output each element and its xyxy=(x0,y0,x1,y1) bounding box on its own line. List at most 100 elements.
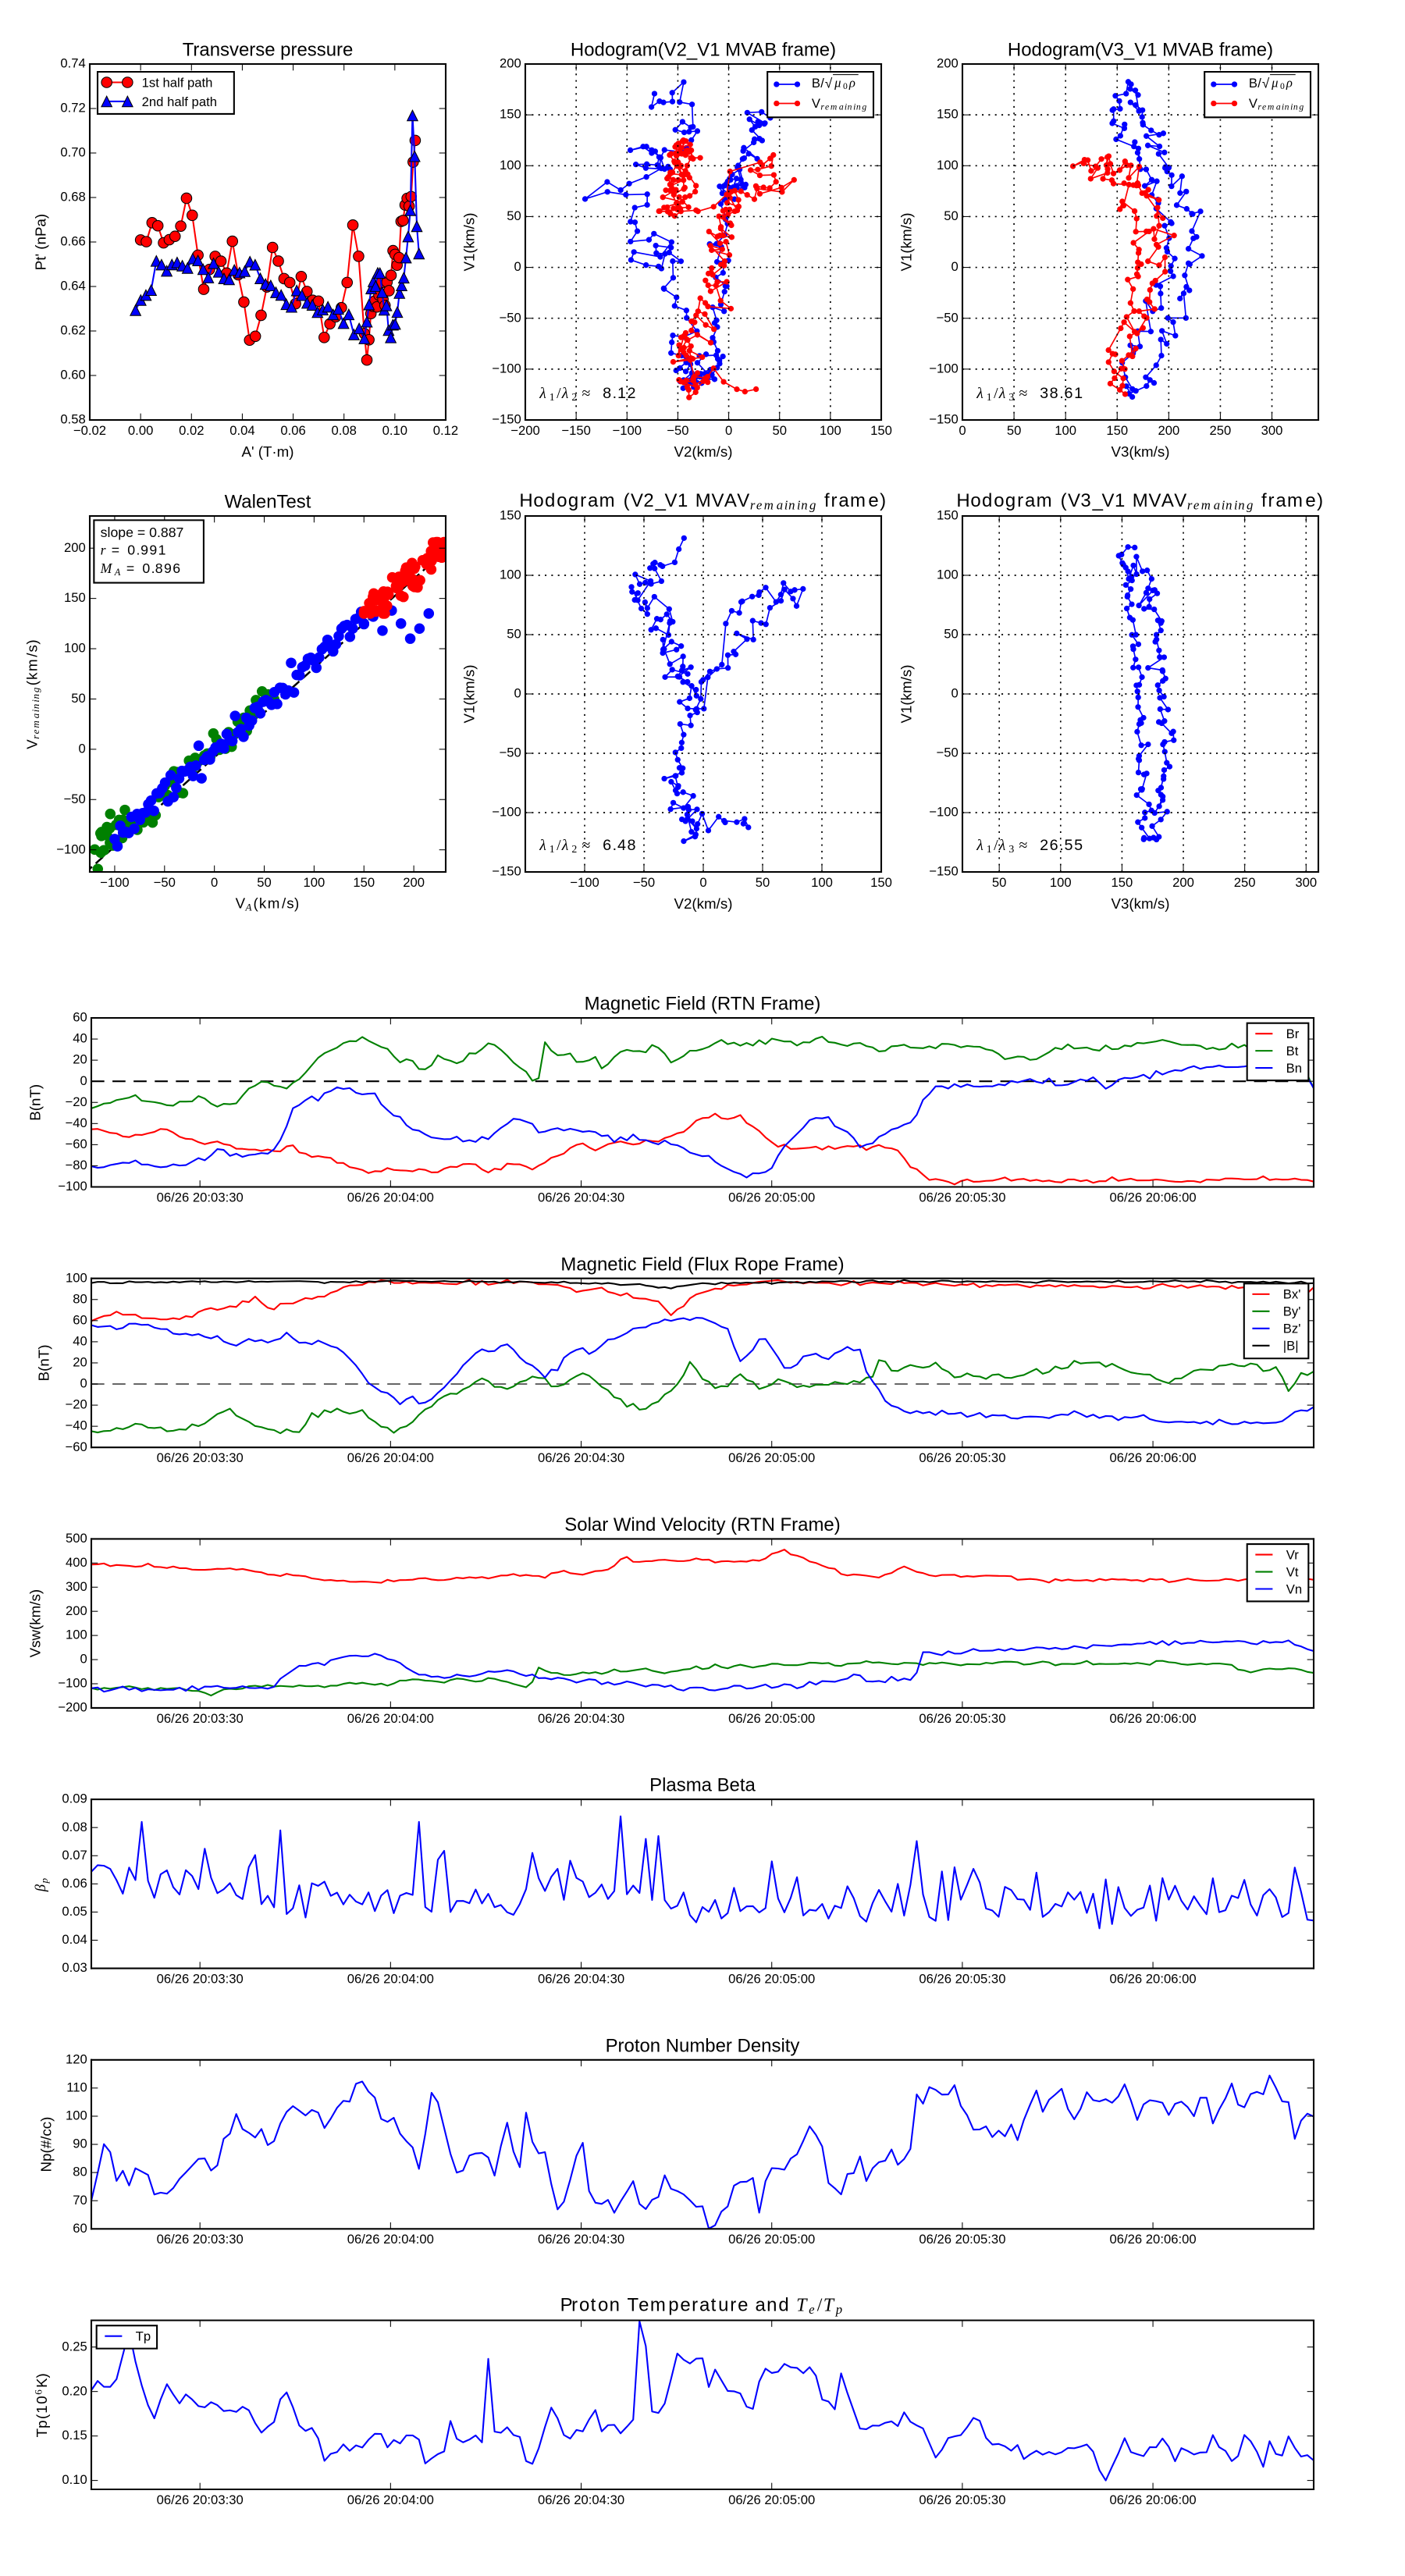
svg-text:60: 60 xyxy=(73,2221,87,2236)
svg-text:0: 0 xyxy=(80,1652,87,1667)
svg-text:V ( k m: V ( k m / s ) r e m a i n i n g xyxy=(14,632,45,749)
svg-text:0.04: 0.04 xyxy=(62,1932,87,1947)
svg-text:100: 100 xyxy=(66,1270,87,1285)
svg-text:06/26 20:05:00: 06/26 20:05:00 xyxy=(728,2492,815,2507)
svg-text:250: 250 xyxy=(1234,875,1256,890)
svg-text:06/26 20:05:30: 06/26 20:05:30 xyxy=(919,1711,1005,1726)
svg-text:300: 300 xyxy=(1295,875,1317,890)
svg-text:−150: −150 xyxy=(929,864,959,879)
svg-text:200: 200 xyxy=(937,56,959,71)
svg-text:200: 200 xyxy=(500,56,521,71)
svg-text:B / √ μ: B / √ μ ρ 0 xyxy=(1249,64,1300,94)
svg-text:V2(km/s): V2(km/s) xyxy=(674,443,733,460)
svg-text:By': By' xyxy=(1283,1304,1301,1319)
svg-text:0.64: 0.64 xyxy=(60,279,85,294)
svg-text:−150: −150 xyxy=(929,412,959,427)
svg-text:0: 0 xyxy=(211,875,218,890)
svg-text:Vn: Vn xyxy=(1286,1582,1302,1596)
svg-text:H o d o: H o d o g r a m ( V 2 _ V 1 M V A V f r … xyxy=(519,484,893,516)
svg-text:06/26 20:05:00: 06/26 20:05:00 xyxy=(728,1972,815,1987)
svg-text:0: 0 xyxy=(514,259,521,274)
svg-text:−200: −200 xyxy=(58,1699,87,1714)
svg-text:0: 0 xyxy=(699,875,706,890)
svg-text:200: 200 xyxy=(66,1603,87,1618)
svg-text:100: 100 xyxy=(937,568,959,582)
svg-text:−100: −100 xyxy=(492,361,521,375)
svg-text:−80: −80 xyxy=(66,1158,87,1172)
svg-text:150: 150 xyxy=(500,107,521,122)
svg-text:60: 60 xyxy=(73,1010,87,1025)
svg-text:Proton Number Density: Proton Number Density xyxy=(606,2035,800,2056)
svg-text:Transverse pressure: Transverse pressure xyxy=(183,40,354,61)
svg-text:06/26 20:03:30: 06/26 20:03:30 xyxy=(157,1711,244,1726)
svg-text:0: 0 xyxy=(959,423,966,438)
svg-text:−20: −20 xyxy=(66,1094,87,1109)
svg-text:200: 200 xyxy=(1158,423,1179,438)
svg-text:06/26 20:05:30: 06/26 20:05:30 xyxy=(919,1450,1005,1465)
svg-text:0.09: 0.09 xyxy=(62,1791,87,1806)
svg-text:80: 80 xyxy=(73,2165,87,2179)
svg-text:Tp: Tp xyxy=(136,2329,151,2343)
svg-text:06/26 20:05:00: 06/26 20:05:00 xyxy=(728,1711,815,1726)
svg-text:06/26 20:05:00: 06/26 20:05:00 xyxy=(728,1450,815,1465)
svg-text:200: 200 xyxy=(403,875,425,890)
svg-text:150: 150 xyxy=(1106,423,1128,438)
svg-text:100: 100 xyxy=(811,875,833,890)
svg-text:100: 100 xyxy=(1055,423,1076,438)
svg-text:90: 90 xyxy=(73,2137,87,2151)
svg-text:−50: −50 xyxy=(500,745,521,760)
svg-text:−60: −60 xyxy=(66,1439,87,1454)
svg-text:V2(km/s): V2(km/s) xyxy=(674,895,733,912)
svg-text:T p ( 1: T p ( 1 0 K ) 6 xyxy=(24,2366,53,2437)
svg-text:Magnetic Field (RTN Frame): Magnetic Field (RTN Frame) xyxy=(585,994,821,1015)
svg-text:150: 150 xyxy=(937,508,959,523)
svg-text:0.25: 0.25 xyxy=(62,2339,87,2354)
svg-text:Hodogram(V3_V1 MVAB frame): Hodogram(V3_V1 MVAB frame) xyxy=(1008,40,1273,61)
svg-text:V1(km/s): V1(km/s) xyxy=(898,213,915,272)
svg-text:70: 70 xyxy=(73,2193,87,2208)
svg-text:50: 50 xyxy=(756,875,770,890)
svg-text:0.04: 0.04 xyxy=(229,423,254,438)
svg-text:β p: β p xyxy=(23,1877,52,1893)
svg-text:V1(km/s): V1(km/s) xyxy=(898,665,915,724)
svg-text:400: 400 xyxy=(66,1555,87,1570)
svg-text:150: 150 xyxy=(353,875,375,890)
svg-text:500: 500 xyxy=(66,1531,87,1546)
svg-text:B(nT): B(nT) xyxy=(27,1084,44,1121)
svg-text:100: 100 xyxy=(66,2108,87,2123)
svg-text:100: 100 xyxy=(303,875,325,890)
svg-text:40: 40 xyxy=(73,1333,87,1348)
svg-text:−50: −50 xyxy=(937,310,959,325)
svg-text:0: 0 xyxy=(951,686,959,701)
svg-text:100: 100 xyxy=(1050,875,1072,890)
svg-text:06/26 20:04:30: 06/26 20:04:30 xyxy=(538,2232,624,2247)
svg-text:06/26 20:06:00: 06/26 20:06:00 xyxy=(1109,2492,1196,2507)
svg-text:0.06: 0.06 xyxy=(62,1876,87,1891)
svg-text:06/26 20:04:30: 06/26 20:04:30 xyxy=(538,1450,624,1465)
svg-text:−150: −150 xyxy=(492,412,521,427)
svg-text:slope = 0.887: slope = 0.887 xyxy=(101,525,184,540)
svg-text:0.70: 0.70 xyxy=(60,145,85,160)
svg-text:06/26 20:05:30: 06/26 20:05:30 xyxy=(919,1972,1005,1987)
svg-text:0.05: 0.05 xyxy=(62,1904,87,1919)
svg-text:60: 60 xyxy=(73,1312,87,1327)
svg-text:06/26 20:04:00: 06/26 20:04:00 xyxy=(347,2492,434,2507)
svg-text:−50: −50 xyxy=(667,423,688,438)
svg-text:20: 20 xyxy=(73,1052,87,1067)
svg-text:−50: −50 xyxy=(937,745,959,760)
svg-text:−100: −100 xyxy=(58,1676,87,1691)
svg-text:06/26 20:04:00: 06/26 20:04:00 xyxy=(347,2232,434,2247)
svg-text:−150: −150 xyxy=(561,423,591,438)
svg-text:50: 50 xyxy=(944,208,959,223)
svg-text:06/26 20:05:30: 06/26 20:05:30 xyxy=(919,2232,1005,2247)
svg-text:V r e m: V r e m a i n i n g xyxy=(812,85,868,116)
svg-text:λ λ 1 3: λ λ 1 3 / ≈ 3 8 . 6 1 xyxy=(976,375,1083,407)
svg-text:A' (T·m): A' (T·m) xyxy=(241,443,293,460)
svg-text:50: 50 xyxy=(257,875,272,890)
svg-text:0: 0 xyxy=(80,1073,87,1088)
svg-text:Vt: Vt xyxy=(1286,1564,1299,1579)
svg-text:150: 150 xyxy=(870,423,892,438)
svg-text:Br: Br xyxy=(1286,1026,1300,1041)
svg-text:Bt: Bt xyxy=(1286,1044,1299,1059)
svg-text:06/26 20:05:00: 06/26 20:05:00 xyxy=(728,1190,815,1204)
